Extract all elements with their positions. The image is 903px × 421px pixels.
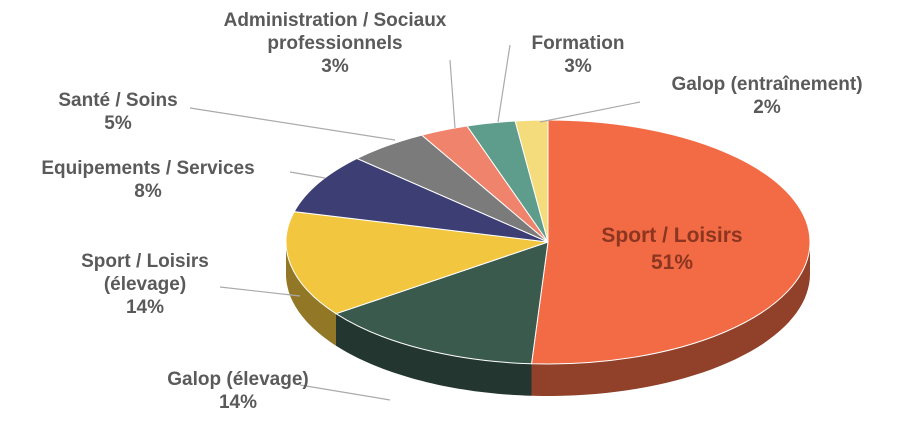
slice [530, 119, 811, 365]
slice-side [336, 313, 532, 396]
category-name: Santé / Soins [58, 90, 178, 111]
leader-line [289, 171, 326, 179]
category-name: Galop (élevage) [167, 369, 309, 390]
slice-label: Santé / Soins 5% [28, 89, 208, 135]
category-name: Sport / Loisirs [601, 224, 743, 247]
leader-line [299, 384, 391, 401]
value-label: 5% [104, 113, 132, 134]
slice-label: Equipements / Services 8% [0, 157, 298, 203]
leader-line [219, 286, 301, 297]
slice-label: Sport / Loisirs 51% [572, 222, 772, 276]
slice-label: Sport / Loisirs (élevage) 14% [60, 250, 230, 319]
value-label: 3% [321, 56, 349, 77]
slice [285, 211, 549, 315]
slice-label: Formation 3% [508, 32, 648, 78]
slice-label: Galop (entraînement) 2% [632, 73, 902, 119]
leader-line [539, 101, 641, 123]
value-label: 14% [125, 297, 165, 318]
value-label: 2% [753, 97, 781, 118]
category-name: Sport / Loisirs (élevage) [81, 251, 209, 295]
category-name: Galop (entraînement) [671, 74, 863, 95]
leader-line [189, 107, 396, 141]
value-label: 8% [134, 181, 162, 202]
category-name: Equipements / Services [41, 158, 255, 179]
leader-line [449, 59, 456, 129]
slice-label: Administration / Sociaux professionnels 3… [205, 9, 465, 78]
slice-side [286, 242, 336, 346]
value-label: 51% [650, 251, 694, 274]
slice-label: Galop (élevage) 14% [128, 368, 348, 414]
value-label: 3% [564, 56, 592, 77]
category-name: Formation [531, 33, 625, 54]
leader-line [497, 44, 511, 123]
category-name: Administration / Sociaux professionnels [223, 10, 447, 54]
slice-side [531, 242, 810, 396]
value-label: 14% [218, 392, 258, 413]
slice [293, 157, 549, 243]
slice [334, 241, 549, 365]
